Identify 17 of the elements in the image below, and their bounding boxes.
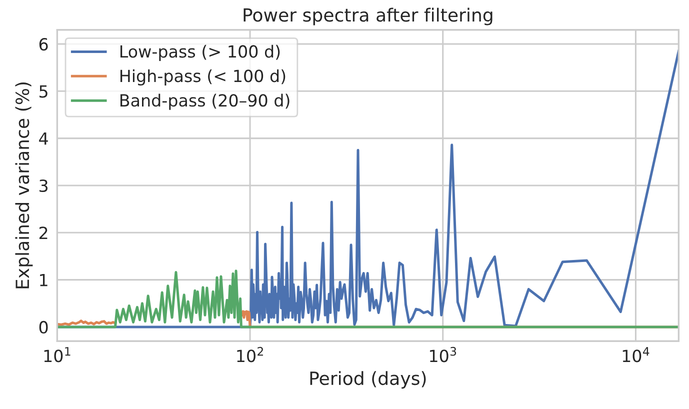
y-tick-label: 4 (39, 132, 48, 145)
x-tick-label: 10$^{1}$ (44, 347, 70, 362)
y-tick-label: 3 (40, 179, 48, 192)
y-axis-title: Explained variance (%) (15, 82, 33, 288)
y-tick-label: 5 (40, 85, 48, 98)
x-tick-label: 10$^{4}$ (622, 347, 650, 362)
x-tick-label: 10$^{3}$ (430, 346, 456, 362)
y-tick-label: 0 (39, 320, 48, 334)
x-tick-label: 10$^{2}$ (237, 346, 263, 362)
legend-label: Band-pass (20–90 d) (120, 94, 290, 110)
chart-title: Power spectra after filtering (244, 8, 492, 26)
legend-label: High-pass (< 100 d) (120, 69, 286, 86)
y-tick-label: 2 (39, 226, 48, 239)
y-tick-label: 1 (40, 274, 48, 286)
y-tick-label: 6 (39, 38, 48, 51)
x-axis-title: Period (days) (310, 371, 426, 389)
legend-label: Low-pass (> 100 d) (120, 44, 280, 61)
